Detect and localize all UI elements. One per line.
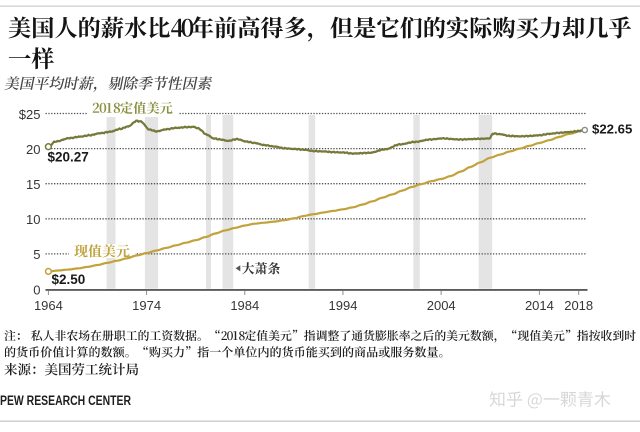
svg-text:1994: 1994: [329, 298, 358, 313]
svg-text:5: 5: [33, 247, 40, 262]
svg-text:$2.50: $2.50: [52, 272, 86, 287]
svg-text:2014: 2014: [525, 298, 554, 313]
svg-text:1974: 1974: [132, 298, 161, 313]
svg-text:$22.65: $22.65: [592, 122, 632, 137]
svg-text:$20.27: $20.27: [48, 150, 89, 165]
svg-text:15: 15: [26, 177, 40, 192]
svg-text:1964: 1964: [34, 298, 63, 313]
svg-text:2004: 2004: [427, 298, 456, 313]
svg-text:20: 20: [26, 142, 40, 157]
svg-text:0: 0: [33, 283, 40, 298]
svg-text:PEW RESEARCH CENTER: PEW RESEARCH CENTER: [0, 393, 131, 409]
svg-text:1984: 1984: [230, 298, 259, 313]
svg-text:10: 10: [26, 212, 40, 227]
svg-text:$25: $25: [19, 107, 41, 122]
svg-text:2018: 2018: [564, 298, 593, 313]
